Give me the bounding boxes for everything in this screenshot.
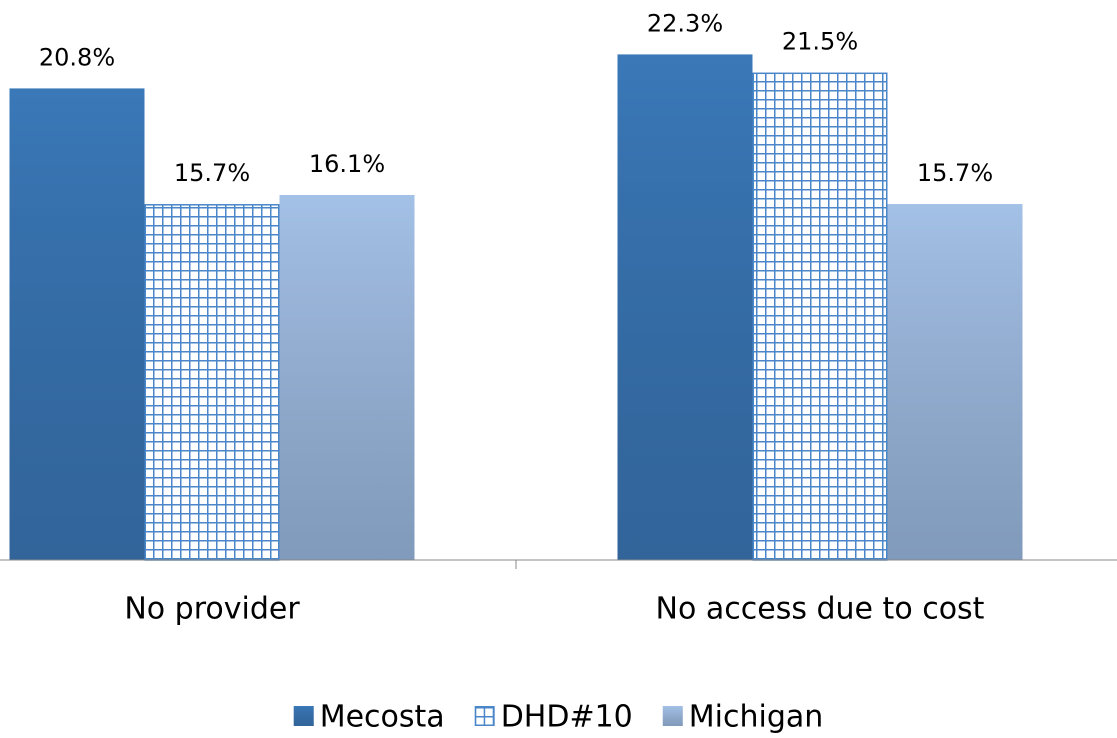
bar: [144, 204, 280, 561]
value-label: 20.8%: [39, 43, 115, 71]
legend-label: DHD#10: [501, 700, 633, 735]
bar-shade: [279, 194, 415, 561]
legend-label: Michigan: [689, 700, 824, 735]
bar: [752, 72, 888, 561]
legend-item: DHD#10: [474, 700, 633, 735]
legend-item: Mecosta: [293, 700, 445, 735]
value-label: 22.3%: [647, 9, 723, 37]
value-label: 21.5%: [782, 28, 858, 56]
legend-label: Mecosta: [320, 700, 445, 735]
x-tick-label: No provider: [124, 592, 300, 627]
legend-swatch: [474, 706, 495, 726]
value-label: 15.7%: [174, 159, 250, 187]
bar-shade: [617, 54, 753, 560]
legend-item: Michigan: [662, 700, 824, 735]
value-label: 16.1%: [309, 150, 385, 178]
legend-swatch-shade: [293, 706, 314, 726]
bar-shade: [9, 88, 145, 560]
bar-shade: [887, 204, 1023, 560]
x-tick-label: No access due to cost: [656, 592, 985, 627]
value-label: 15.7%: [917, 159, 993, 187]
legend-swatch-shade: [662, 706, 683, 726]
